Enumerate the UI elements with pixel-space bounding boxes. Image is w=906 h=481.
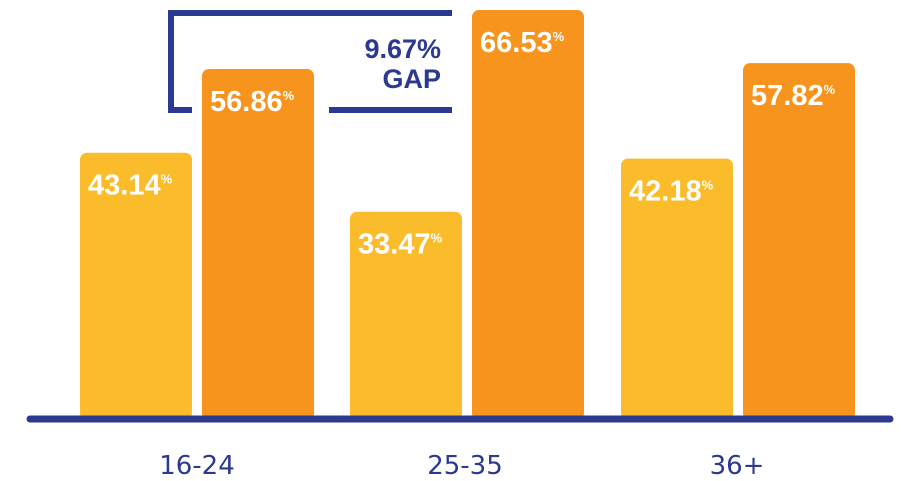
category-labels-group: 16-24 25-35 36+ [159,451,764,481]
bars-group [80,10,855,420]
bar-16-24-series-2 [202,69,314,420]
bar-value-label: 33.47% [358,229,443,261]
category-label: 36+ [710,451,765,481]
bar-36+-series-2 [743,63,855,420]
bar-25-35-series-1 [350,211,462,420]
bar-value-label: 43.14% [88,170,173,202]
bar-25-35-series-2 [472,10,584,420]
gap-label-text: GAP [382,64,441,94]
bar-36+-series-1 [621,158,733,420]
bar-value-label: 42.18% [629,176,714,208]
category-label: 16-24 [159,451,235,481]
gap-value-text: 9.67% [364,34,441,64]
gap-annotation: 9.67% GAP [168,10,452,113]
gap-bracket [168,10,452,113]
bar-labels-group: 43.14% 56.86% 33.47% 66.53% 42.18% 57.82% [88,27,836,261]
category-label: 25-35 [427,451,503,481]
bar-value-label: 66.53% [480,27,565,59]
bar-value-label: 57.82% [751,80,836,112]
bar-16-24-series-1 [80,152,192,420]
bar-value-label: 56.86% [210,86,295,118]
